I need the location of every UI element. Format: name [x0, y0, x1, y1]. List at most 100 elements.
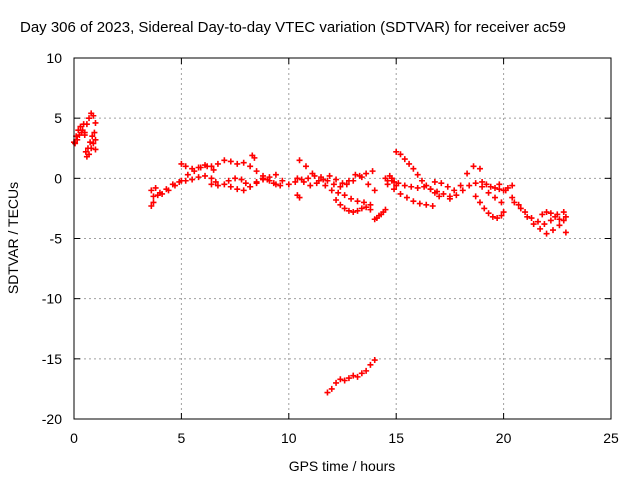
data-point [225, 177, 232, 184]
data-point [339, 180, 346, 187]
data-point [72, 140, 79, 147]
data-point [202, 162, 209, 169]
series-arc-v [431, 163, 483, 194]
data-point [315, 177, 322, 184]
data-point [397, 190, 404, 197]
data-point [365, 181, 372, 188]
data-point [509, 182, 516, 189]
data-point [74, 136, 81, 143]
data-point [457, 182, 464, 189]
data-point [384, 181, 391, 188]
data-point [208, 181, 215, 188]
data-point [300, 178, 307, 185]
data-point [487, 183, 494, 190]
data-point [208, 163, 215, 170]
data-point [341, 205, 348, 212]
series-arc-l [249, 152, 258, 161]
y-tick-label: -15 [42, 351, 62, 367]
data-point [159, 190, 166, 197]
data-point [343, 181, 350, 188]
data-point [485, 189, 492, 196]
data-point [221, 181, 228, 188]
data-point [148, 203, 155, 210]
data-point [481, 205, 488, 212]
data-point [528, 215, 535, 222]
series-arc-g [150, 163, 217, 200]
data-point [270, 180, 277, 187]
series-arc-h [148, 199, 157, 210]
data-point [195, 164, 202, 171]
data-point [509, 194, 516, 201]
data-point [77, 123, 84, 130]
data-point [292, 178, 299, 185]
data-point [328, 187, 335, 194]
data-point [305, 175, 312, 182]
data-point [148, 187, 155, 194]
data-point [431, 189, 438, 196]
data-point [363, 170, 370, 177]
data-point [212, 178, 219, 185]
data-point [472, 193, 479, 200]
data-point [476, 165, 483, 172]
data-point [324, 389, 331, 396]
series-arc-ac [324, 357, 378, 396]
data-point [459, 187, 466, 194]
data-point [251, 154, 258, 161]
x-tick-label: 20 [496, 430, 512, 446]
data-point [260, 175, 267, 182]
data-point [86, 115, 93, 122]
data-point [440, 190, 447, 197]
data-point [333, 196, 340, 203]
data-point [154, 192, 161, 199]
data-point [444, 183, 451, 190]
data-point [150, 199, 157, 206]
data-point [92, 119, 99, 126]
data-point [232, 175, 239, 182]
data-point [83, 121, 90, 128]
data-point [328, 385, 335, 392]
y-tick-label: -20 [42, 411, 62, 427]
data-point [333, 176, 340, 183]
data-point [483, 181, 490, 188]
data-point [337, 201, 344, 208]
data-point [214, 182, 221, 189]
data-point [189, 165, 196, 172]
data-point [195, 174, 202, 181]
data-point [264, 176, 271, 183]
data-point [240, 187, 247, 194]
data-point [345, 375, 352, 382]
data-point [242, 180, 249, 187]
data-point [354, 207, 361, 214]
data-point [202, 172, 209, 179]
series-arc-ab [539, 209, 569, 224]
data-point [401, 156, 408, 163]
data-point [90, 140, 97, 147]
x-tick-label: 5 [178, 430, 186, 446]
y-tick-label: 10 [46, 50, 62, 66]
data-point [547, 210, 554, 217]
data-point [358, 205, 365, 212]
data-point [547, 217, 554, 224]
data-point [333, 379, 340, 386]
data-point [81, 129, 88, 136]
x-tick-label: 15 [388, 430, 404, 446]
data-point [393, 148, 400, 155]
data-point [253, 180, 260, 187]
data-point [470, 163, 477, 170]
data-point [543, 230, 550, 237]
data-point [92, 146, 99, 153]
series-arc-u [393, 148, 443, 200]
data-point [408, 183, 415, 190]
data-point [277, 182, 284, 189]
data-point [253, 168, 260, 175]
y-tick-label: 0 [54, 170, 62, 186]
data-point [88, 145, 95, 152]
grid-lines [74, 58, 611, 419]
data-point [247, 183, 254, 190]
data-point [388, 177, 395, 184]
data-point [537, 225, 544, 232]
data-point [367, 206, 374, 213]
data-point [500, 209, 507, 216]
